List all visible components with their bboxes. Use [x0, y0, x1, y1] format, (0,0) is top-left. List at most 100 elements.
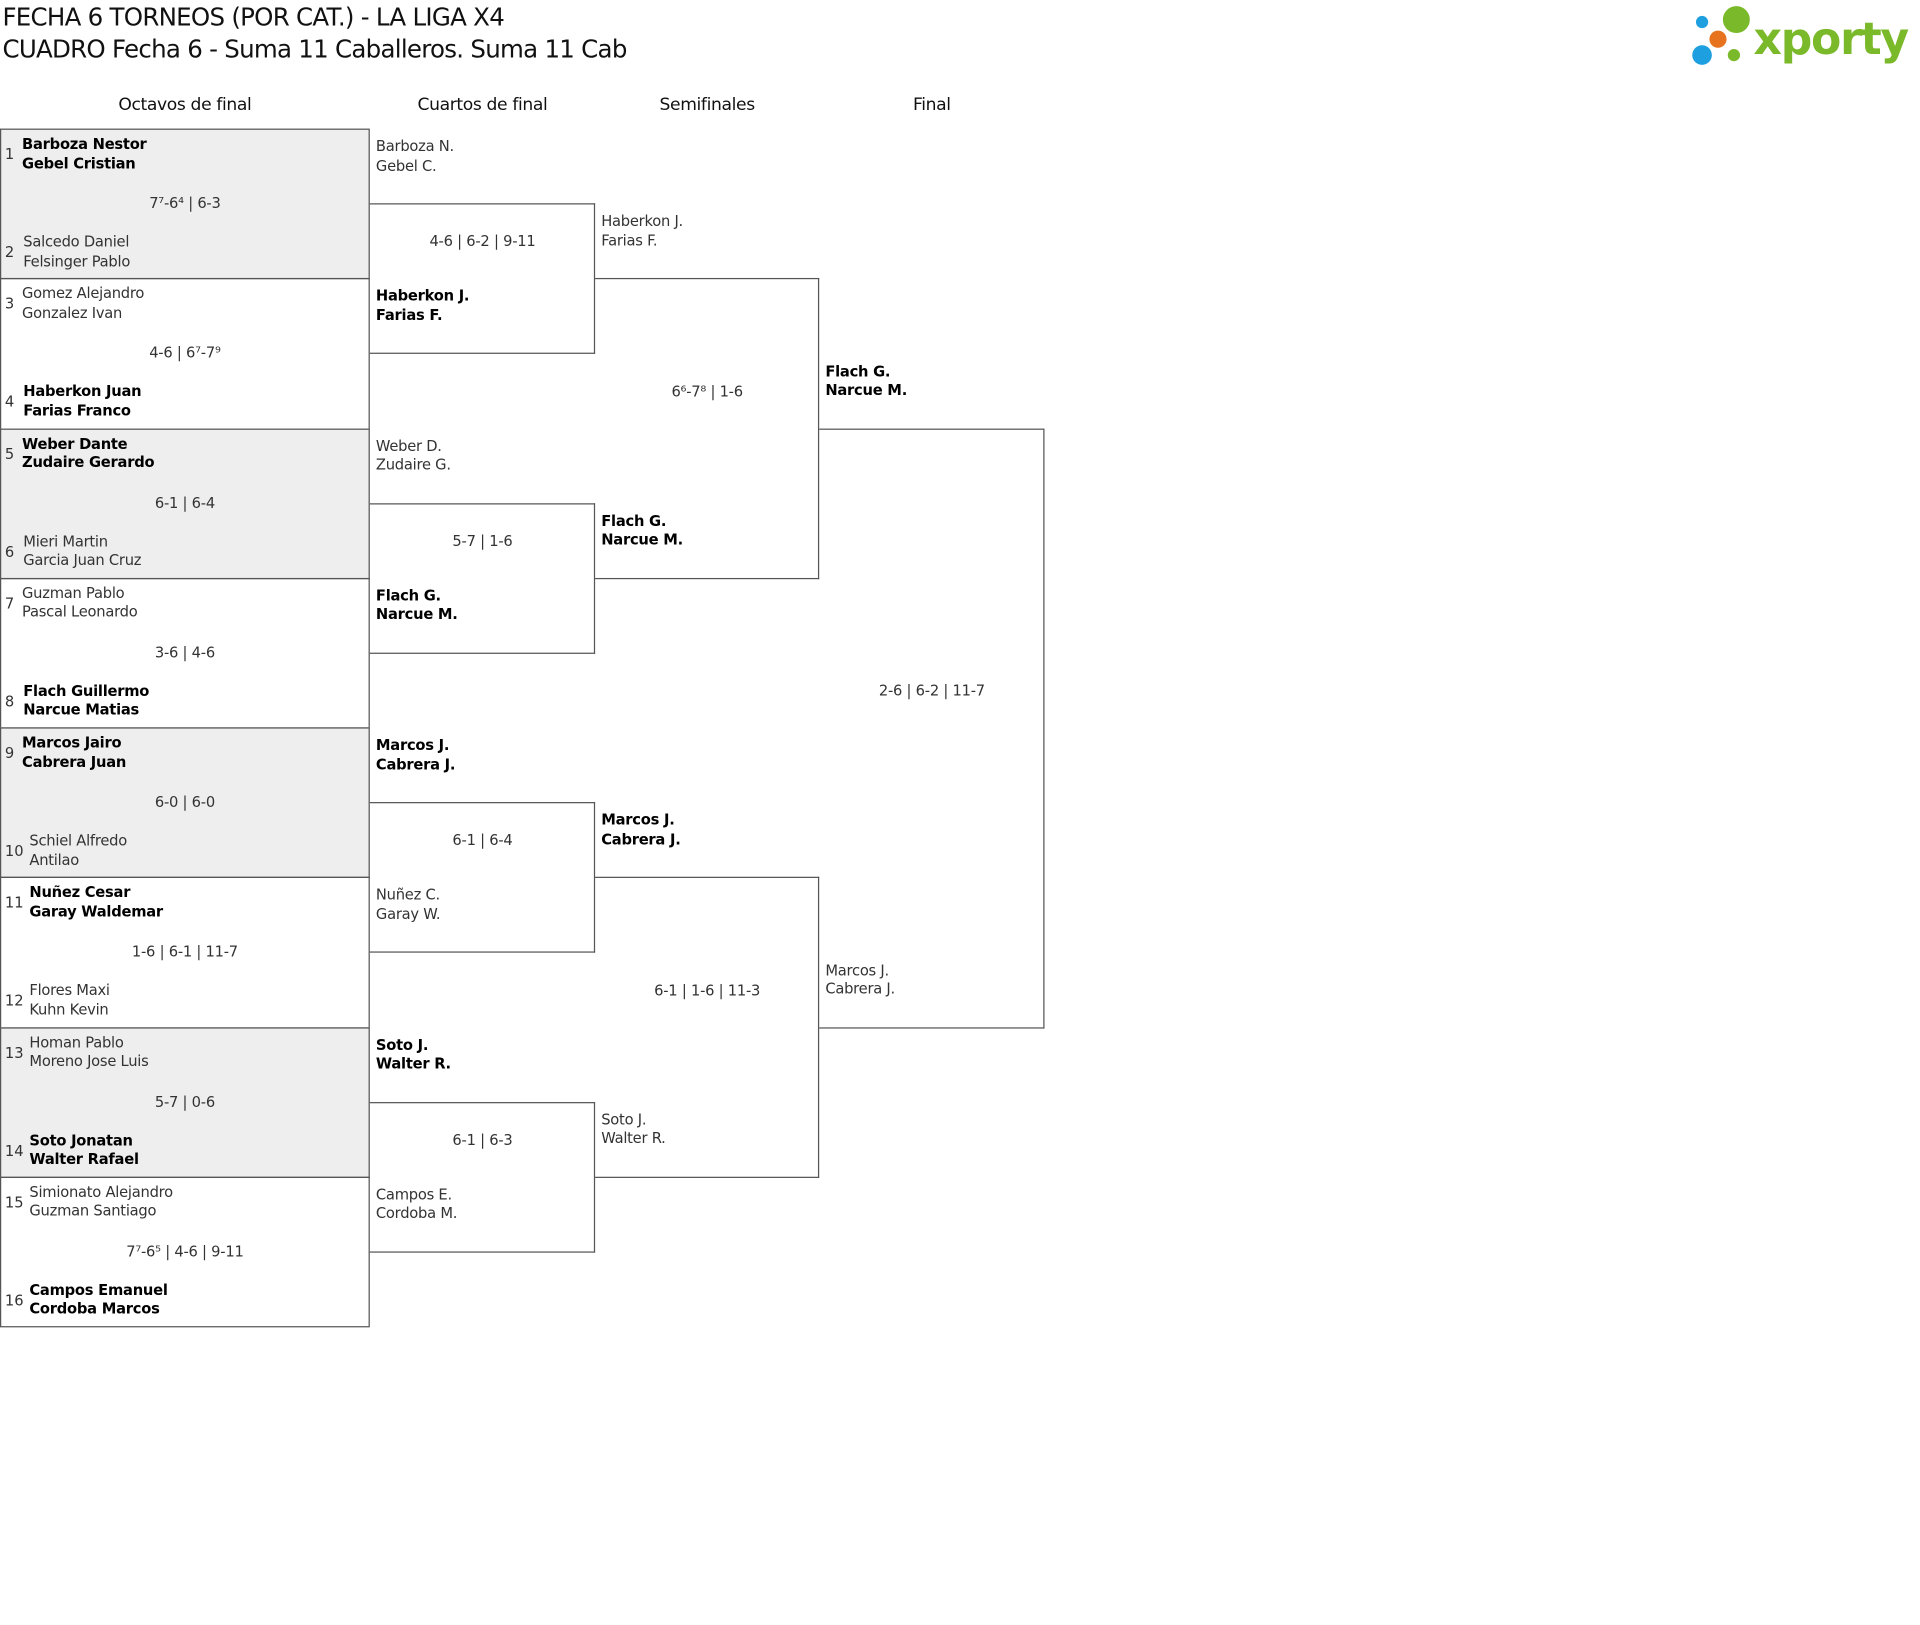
match-octavos-3 [0, 427, 370, 579]
match-score: 6-1 | 6-4 [154, 494, 215, 512]
player-name: Flach Guillermo [23, 682, 150, 700]
player-name: Garcia Juan Cruz [23, 551, 142, 569]
team-top: Marcos Jairo Cabrera Juan [22, 734, 126, 772]
match-score: 4-6 | 6⁷-7⁹ [149, 344, 221, 362]
player-name: Pascal Leonardo [22, 603, 138, 621]
team-top: Gomez Alejandro Gonzalez Ivan [22, 285, 144, 323]
team-top: Soto J. Walter R. [376, 1036, 451, 1074]
player-name: Cabrera J. [601, 830, 681, 848]
team-bottom: Campos Emanuel Cordoba Marcos [29, 1281, 167, 1319]
team-top: Marcos J. Cabrera J. [375, 736, 456, 775]
player-name: Cabrera Juan [22, 753, 127, 771]
match-semifinales-1 [595, 278, 820, 579]
match-score: 7⁷-6⁴ | 6-3 [149, 194, 221, 212]
player-name: Marcos Jairo [22, 734, 122, 752]
player-name: Cabrera J. [375, 755, 456, 773]
team-top: Barboza Nestor Gebel Cristian [22, 135, 147, 173]
player-name: Nuñez Cesar [29, 883, 131, 901]
player-name: Walter R. [601, 1129, 666, 1148]
seed-number: 14 [4, 1141, 24, 1159]
player-name: Marcos J. [601, 811, 675, 829]
team-top: Simionato Alejandro Guzman Santiago [29, 1183, 173, 1221]
seed-number: 11 [4, 894, 24, 912]
player-name: Farias Franco [23, 401, 131, 420]
team-bottom: Nuñez C. Garay W. [375, 886, 441, 924]
player-name: Cabrera J. [825, 980, 895, 998]
match-final-1 [819, 427, 1045, 1028]
match-score: 6-1 | 6-4 [452, 831, 513, 849]
team-bottom: Haberkon Juan Farias Franco [23, 383, 141, 421]
player-name: Flach G. [825, 362, 891, 380]
player-name: Walter R. [375, 1055, 451, 1073]
team-bottom: Flores Maxi Kuhn Kevin [29, 981, 110, 1020]
player-name: Soto Jonatan [29, 1131, 133, 1149]
seed-number: 6 [4, 543, 15, 561]
seed-number: 1 [4, 145, 15, 163]
match-score: 6-1 | 1-6 | 11-3 [654, 981, 761, 999]
player-name: Cordoba Marcos [29, 1300, 160, 1318]
match-octavos-5 [0, 727, 370, 879]
team-bottom: Soto Jonatan Walter Rafael [29, 1131, 139, 1169]
player-name: Flores Maxi [29, 981, 110, 999]
player-name: Soto J. [601, 1110, 647, 1129]
player-name: Barboza Nestor [22, 135, 147, 153]
player-name: Gebel C. [375, 156, 437, 175]
round-header-semifinales: Semifinales [659, 95, 756, 116]
match-score: 2-6 | 6-2 | 11-7 [878, 682, 985, 700]
player-name: Narcue M. [825, 381, 908, 399]
player-name: Narcue Matias [23, 701, 140, 719]
player-name: Moreno Jose Luis [29, 1052, 149, 1070]
player-name: Mieri Martin [23, 532, 108, 550]
seed-number: 13 [4, 1043, 24, 1062]
player-name: Antilao [29, 851, 79, 869]
round-header-octavos: Octavos de final [118, 95, 252, 116]
team-top: Flach G. Narcue M. [825, 362, 907, 400]
seed-number: 9 [4, 744, 15, 762]
player-name: Kuhn Kevin [29, 1000, 109, 1018]
player-name: Gomez Alejandro [22, 285, 145, 303]
seed-number: 16 [4, 1291, 24, 1309]
player-name: Haberkon J. [375, 287, 470, 305]
round-header-cuartos: Cuartos de final [417, 95, 548, 116]
page-subtitle: CUADRO Fecha 6 - Suma 11 Caballeros. Sum… [2, 34, 627, 64]
match-cuartos-4 [369, 1101, 596, 1253]
team-top: Marcos J. Cabrera J. [601, 811, 681, 850]
player-name: Farias F. [601, 231, 658, 249]
player-name: Weber D. [375, 437, 442, 455]
player-name: Narcue M. [601, 531, 683, 549]
player-name: Soto J. [375, 1036, 429, 1054]
seed-number: 15 [4, 1193, 24, 1211]
match-cuartos-3 [369, 802, 596, 954]
match-score: 6-1 | 6-3 [452, 1131, 513, 1149]
team-bottom: Haberkon J. Farias F. [375, 287, 470, 326]
team-bottom: Mieri Martin Garcia Juan Cruz [23, 533, 141, 571]
player-name: Guzman Santiago [29, 1202, 157, 1220]
player-name: Schiel Alfredo [29, 832, 127, 850]
player-name: Gonzalez Ivan [22, 303, 123, 322]
seed-number: 8 [4, 692, 15, 710]
player-name: Homan Pablo [29, 1033, 124, 1051]
player-name: Nuñez C. [375, 886, 440, 904]
player-name: Farias F. [375, 306, 443, 324]
player-name: Felsinger Pablo [23, 252, 131, 270]
logo-text: xporty [1753, 14, 1908, 65]
player-name: Weber Dante [22, 434, 128, 452]
player-name: Narcue M. [375, 605, 458, 624]
seed-number: 4 [4, 393, 15, 411]
match-cuartos-1 [369, 203, 596, 355]
player-name: Marcos J. [375, 736, 450, 754]
match-score: 6-0 | 6-0 [154, 793, 215, 811]
player-name: Barboza N. [375, 137, 454, 156]
match-score: 6⁶-7⁸ | 1-6 [671, 382, 743, 400]
match-score: 1-6 | 6-1 | 11-7 [131, 943, 238, 961]
player-name: Cordoba M. [375, 1204, 458, 1222]
team-bottom: Campos E. Cordoba M. [375, 1186, 458, 1224]
seed-number: 10 [4, 842, 24, 860]
team-bottom: Flach G. Narcue M. [376, 587, 458, 625]
team-bottom: Salcedo Daniel Felsinger Pablo [23, 233, 130, 271]
player-name: Haberkon J. [601, 212, 683, 230]
player-name: Campos Emanuel [29, 1281, 168, 1299]
player-name: Garay W. [375, 905, 441, 923]
player-name: Haberkon Juan [23, 382, 142, 401]
seed-number: 3 [4, 295, 15, 313]
